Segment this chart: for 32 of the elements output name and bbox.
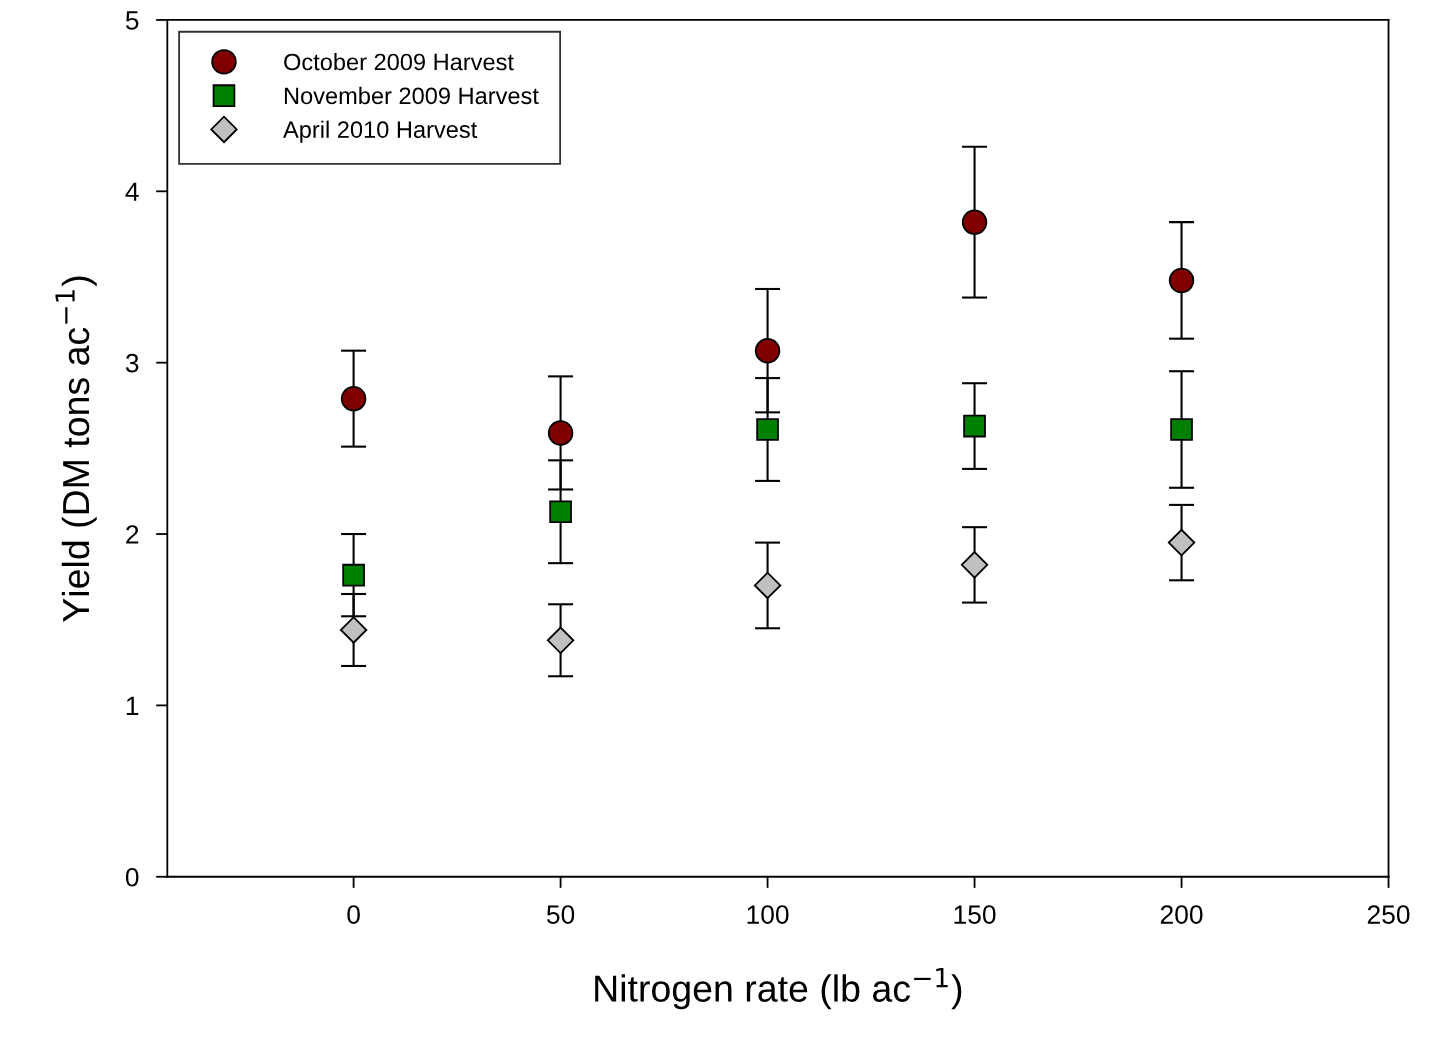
point <box>961 209 988 235</box>
point <box>340 385 367 412</box>
x-tick-label: 100 <box>747 905 789 924</box>
y-tick-label: 3 <box>125 353 139 373</box>
x-tick-label: 50 <box>546 905 575 924</box>
point <box>549 500 572 524</box>
point <box>960 551 989 579</box>
legend-label: November 2009 Harvest <box>284 86 539 105</box>
point <box>1168 267 1195 294</box>
y-tick-label: 1 <box>126 696 139 715</box>
point <box>339 616 368 644</box>
legend-label: April 2010 Harvest <box>283 120 478 143</box>
y-axis-title: Yield (DM tons ac$^{−1}$) <box>55 276 97 622</box>
point <box>546 626 575 654</box>
point <box>753 571 782 600</box>
y-tick-label: 2 <box>126 525 139 544</box>
point <box>1170 418 1193 441</box>
y-tick-label: 4 <box>125 182 139 201</box>
point <box>342 563 365 587</box>
point <box>1167 528 1196 557</box>
y-tick-label: 5 <box>125 11 139 30</box>
point <box>547 420 574 446</box>
y-tick-label: 0 <box>125 867 139 887</box>
point <box>963 414 986 438</box>
legend-label: October 2009 Harvest <box>284 53 514 71</box>
point <box>756 418 779 441</box>
x-axis-title: Nitrogen rate (lb ac$^{−1}$) <box>595 968 962 1010</box>
x-tick-label: 0 <box>347 905 360 924</box>
x-tick-label: 250 <box>1367 905 1410 924</box>
x-tick-label: 200 <box>1160 905 1203 924</box>
x-tick-label: 150 <box>954 905 996 924</box>
point <box>754 337 781 364</box>
